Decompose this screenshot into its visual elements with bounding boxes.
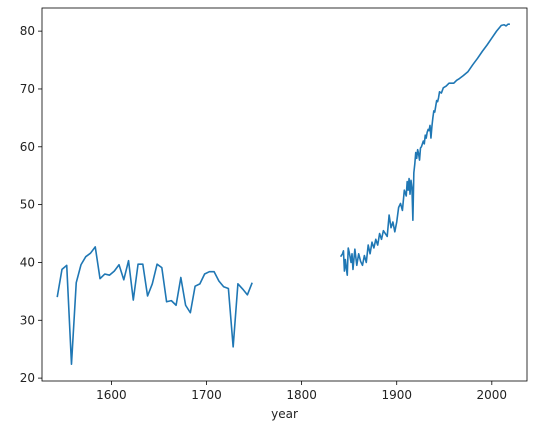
y-tick-label: 60	[20, 140, 35, 154]
x-axis-label: year	[271, 407, 298, 421]
plot-area	[56, 23, 510, 366]
x-tick-label: 1700	[191, 388, 222, 402]
x-axis-ticks: 1600 1700 1800 1900 2000	[96, 381, 507, 402]
y-tick-label: 40	[20, 255, 35, 269]
y-tick-label: 20	[20, 371, 35, 385]
x-tick-label: 2000	[477, 388, 508, 402]
x-tick-label: 1800	[286, 388, 317, 402]
x-tick-label: 1600	[96, 388, 127, 402]
y-tick-label: 80	[20, 24, 35, 38]
y-tick-label: 30	[20, 313, 35, 327]
axes-frame	[41, 7, 528, 382]
series-line-segment-1	[56, 246, 253, 366]
y-tick-label: 50	[20, 198, 35, 212]
series-line-segment-2	[339, 23, 510, 276]
x-tick-label: 1900	[381, 388, 412, 402]
y-axis-ticks: 20 30 40 50 60 70 80	[20, 24, 42, 385]
y-tick-label: 70	[20, 82, 35, 96]
